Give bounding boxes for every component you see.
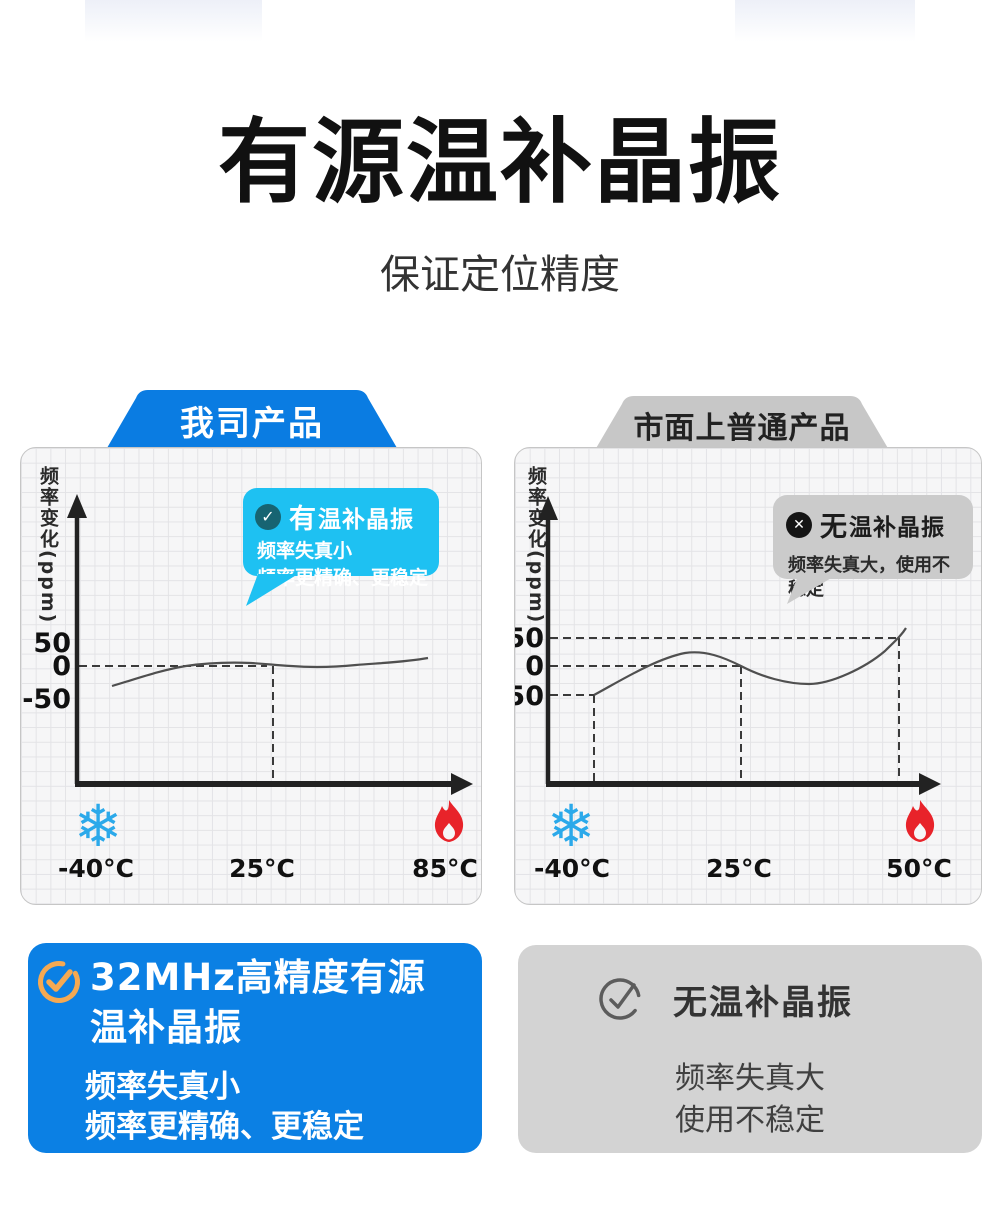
callout-generic-title-em: 无 (820, 512, 847, 543)
summary-card-generic-line: 使用不稳定 (675, 1103, 825, 1138)
curve-generic (593, 627, 907, 696)
summary-card-ours-line: 频率更精确、更稳定 (85, 1109, 364, 1145)
chart-ours: 50 0 -50 ❄ -40°C 25°C 85°C (22, 494, 478, 883)
summary-card-ours-title-line2: 温补晶振 (90, 1006, 242, 1049)
chart-generic: 50 0 -50 ❄ -40°C 25°C 50°C (515, 496, 952, 883)
summary-card-ours: 32MHz高精度有源 温补晶振 频率失真小 频率更精确、更稳定 (28, 943, 482, 1153)
tab-shape-gray (595, 396, 889, 450)
summary-card-ours-line: 频率失真小 (85, 1069, 240, 1105)
callout-ours: ✓ 有 温补晶振 频率失真小 频率更精确、更稳定 (243, 488, 439, 589)
summary-card-generic-title: 无温补晶振 (673, 983, 853, 1023)
callout-ours-line: 频率更精确、更稳定 (257, 567, 429, 589)
summary-card-generic-line: 频率失真大 (675, 1061, 825, 1096)
tab-our-product: 我司产品 (106, 388, 398, 448)
flame-icon (905, 800, 935, 842)
callout-generic-title: 温补晶振 (849, 514, 945, 541)
tab-generic-product: 市面上普通产品 (594, 394, 890, 450)
y-tick-50: 50 (515, 623, 544, 654)
x-tick-cold: -40°C (534, 854, 610, 883)
x-axis-arrow (451, 773, 473, 795)
x-tick-mid: 25°C (229, 854, 295, 883)
check-circle-icon: ✓ (255, 503, 281, 530)
summary-card-generic: 无温补晶振 频率失真大 使用不稳定 (518, 945, 982, 1153)
y-axis-arrow (538, 496, 558, 520)
curve-ours (111, 656, 429, 688)
callout-generic-title-row: ✕ 无 温补晶振 (786, 505, 963, 544)
callout-ours-line: 频率失真小 (257, 540, 353, 562)
page-subtitle: 保证定位精度 (380, 252, 620, 298)
check-ring-icon (38, 961, 80, 1003)
y-tick-neg50: -50 (22, 684, 71, 715)
callout-ours-title-em: 有 (289, 504, 316, 535)
y-axis-label-ours: 频率变化(ppm) (37, 466, 59, 625)
tab-shape-blue (107, 390, 397, 448)
y-axis-arrow (67, 494, 87, 518)
x-tick-hot: 50°C (886, 854, 952, 883)
x-tick-mid: 25°C (706, 854, 772, 883)
y-tick-neg50: -50 (515, 681, 544, 712)
top-fade-right (735, 0, 915, 44)
page-title: 有源温补晶振 (217, 109, 782, 216)
summary-card-ours-title: 32MHz高精度有源 温补晶振 (90, 953, 470, 1053)
callout-ours-title-row: ✓ 有 温补晶振 (255, 497, 429, 536)
cross-circle-icon: ✕ (786, 511, 812, 538)
snowflake-icon: ❄ (547, 792, 596, 860)
top-fade-left (85, 0, 262, 44)
tab-generic-product-label: 市面上普通产品 (633, 411, 851, 446)
x-axis-arrow (919, 773, 941, 795)
y-tick-50: 50 (33, 628, 71, 659)
tab-our-product-label: 我司产品 (180, 404, 324, 444)
y-axis-label-generic: 频率变化(ppm) (525, 466, 547, 625)
y-tick-0: 0 (525, 651, 544, 682)
callout-generic: ✕ 无 温补晶振 频率失真大，使用不稳定 (773, 495, 973, 600)
snowflake-icon: ❄ (74, 792, 123, 860)
y-tick-0: 0 (52, 651, 71, 682)
x-tick-hot: 85°C (412, 854, 478, 883)
check-outline-icon (599, 978, 641, 1020)
summary-card-ours-title-line1: 32MHz高精度有源 (90, 956, 426, 999)
callout-ours-title: 温补晶振 (318, 506, 414, 533)
x-tick-cold: -40°C (58, 854, 134, 883)
flame-icon (434, 800, 464, 842)
